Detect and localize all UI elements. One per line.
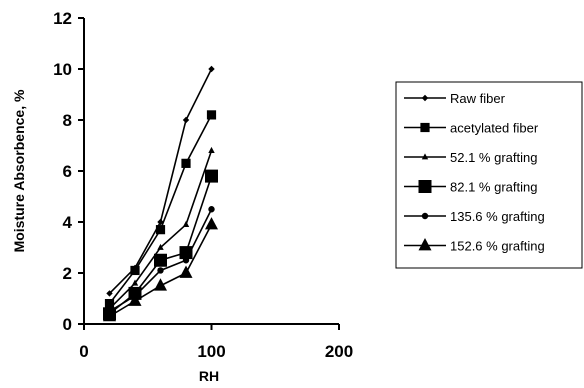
y-tick-label: 10 xyxy=(53,60,72,79)
legend-label: acetylated fiber xyxy=(450,121,539,136)
data-point xyxy=(208,146,215,153)
y-tick-label: 8 xyxy=(63,111,72,130)
data-point xyxy=(131,279,139,286)
series-layer xyxy=(103,65,218,322)
legend-label: 152.6 % grafting xyxy=(450,239,545,254)
legend: Raw fiber acetylated fiber 52.1 % grafting… xyxy=(395,81,583,269)
y-tick-label: 6 xyxy=(63,162,72,181)
legend-label: 52.1 % grafting xyxy=(450,150,537,165)
legend-label: 82.1 % grafting xyxy=(450,180,537,195)
data-point xyxy=(182,220,190,227)
series-line xyxy=(108,114,213,305)
legend-entry: Raw fiber xyxy=(404,91,506,106)
legend-marker xyxy=(421,94,429,102)
legend-marker xyxy=(421,153,429,160)
data-point xyxy=(205,169,218,183)
legend-entry: 152.6 % grafting xyxy=(404,238,545,254)
data-point xyxy=(106,290,113,297)
y-tick-label: 0 xyxy=(63,315,72,334)
data-point xyxy=(205,217,218,230)
legend-box xyxy=(395,81,583,269)
y-axis-title: Moisture Absorbence, % xyxy=(11,89,27,252)
legend-entry: acetylated fiber xyxy=(404,121,539,136)
data-point xyxy=(182,257,190,264)
legend-entry: 52.1 % grafting xyxy=(404,150,537,165)
legend-label: 135.6 % grafting xyxy=(450,209,545,224)
data-point xyxy=(128,293,142,306)
legend-entry: 135.6 % grafting xyxy=(404,209,545,224)
y-tick-label: 12 xyxy=(53,9,72,28)
axes: 0 2 4 6 8 10 12 0 100 200 xyxy=(53,9,353,361)
data-point xyxy=(103,308,116,322)
data-point xyxy=(130,265,140,276)
series-6 xyxy=(103,217,218,322)
data-point xyxy=(157,218,164,226)
legend-entry: 82.1 % grafting xyxy=(404,180,537,195)
data-point xyxy=(182,116,190,124)
legend-marker xyxy=(418,180,432,193)
x-tick-label: 100 xyxy=(197,342,225,361)
legend-label: Raw fiber xyxy=(450,91,506,106)
data-point xyxy=(157,243,164,250)
y-tick-label: 4 xyxy=(63,213,73,232)
data-point xyxy=(154,278,167,291)
data-point xyxy=(157,267,164,274)
series-3 xyxy=(106,146,215,312)
data-point xyxy=(155,225,166,235)
data-point xyxy=(208,65,215,73)
y-tick-label: 2 xyxy=(63,264,72,283)
x-tick-label: 0 xyxy=(79,342,88,361)
data-point xyxy=(104,299,115,309)
series-2 xyxy=(104,110,217,309)
legend-marker xyxy=(420,122,430,133)
data-point xyxy=(208,206,215,213)
legend-marker xyxy=(421,212,429,220)
data-point xyxy=(206,110,217,120)
legend-marker xyxy=(418,238,432,251)
data-point xyxy=(154,253,167,267)
data-point xyxy=(179,246,193,260)
x-axis-title: RH xyxy=(199,368,219,384)
x-tick-label: 200 xyxy=(325,342,353,361)
data-point xyxy=(179,265,193,278)
data-point xyxy=(181,158,191,168)
